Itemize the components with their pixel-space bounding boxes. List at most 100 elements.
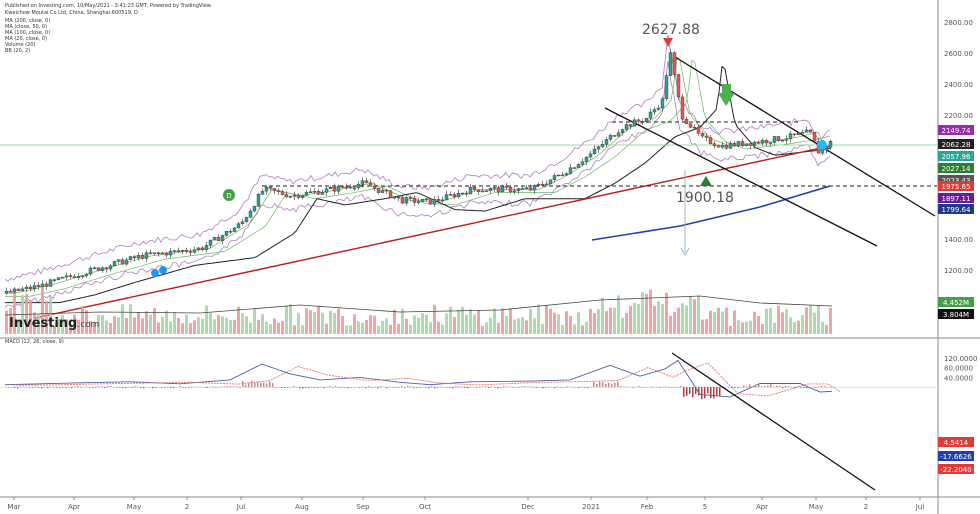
macd-histogram-bar (65, 387, 67, 388)
volume-bar (501, 308, 504, 334)
volume-bar (669, 315, 672, 334)
volume-bar (761, 324, 764, 334)
candle-body (804, 129, 809, 133)
candle-body (156, 252, 161, 254)
candle-body (508, 186, 513, 192)
macd-histogram-bar (776, 385, 778, 388)
candle-body (60, 276, 65, 279)
volume-bar (625, 313, 628, 334)
candle-body (336, 185, 341, 192)
volume-bar (681, 303, 684, 334)
candle-body (492, 187, 497, 189)
volume-bar (241, 313, 244, 334)
macd-histogram-bar (338, 387, 340, 388)
macd-histogram-bar (602, 381, 604, 388)
macd-histogram-bar (80, 387, 82, 388)
macd-histogram-bar (554, 387, 556, 388)
volume-bar (229, 320, 232, 334)
time-tick-label: May (809, 503, 823, 511)
macd-histogram-bar (74, 386, 76, 388)
time-tick-label: Oct (419, 503, 431, 511)
macd-histogram-bar (56, 387, 58, 388)
volume-bar (493, 308, 496, 334)
candle-body (356, 184, 361, 189)
macd-histogram-bar (686, 387, 688, 396)
volume-bar (441, 324, 444, 334)
macd-histogram-bar (749, 384, 751, 388)
candle-body (340, 185, 345, 188)
volume-bar (489, 317, 492, 334)
volume-bar (433, 304, 436, 334)
volume-badge-bg (938, 297, 974, 307)
macd-histogram-bar (176, 387, 178, 388)
candle-body (520, 188, 525, 190)
macd-histogram-bar (701, 387, 703, 400)
candle-body (536, 183, 541, 186)
candle-body (348, 186, 353, 189)
peak-arrow-icon (663, 38, 673, 47)
volume-bar (373, 315, 376, 334)
volume-bar (689, 296, 692, 334)
macd-histogram-bar (650, 386, 652, 388)
volume-bar (329, 310, 332, 334)
candle-body (568, 167, 573, 174)
macd-histogram-bar (422, 386, 424, 388)
volume-bar (193, 320, 196, 334)
macd-histogram-bar (272, 382, 274, 388)
macd-histogram-bar (476, 387, 478, 388)
ma50-line (5, 59, 831, 297)
price-badge-label: 1897.11 (942, 195, 971, 203)
volume-bar (389, 324, 392, 334)
candle-body (672, 52, 677, 75)
volume-bar (621, 317, 624, 334)
time-tick-label: Aug (295, 503, 309, 511)
projection-arrowhead (680, 247, 690, 257)
macd-histogram-bar (179, 385, 181, 388)
candle-body (308, 191, 313, 193)
candle-body (140, 255, 145, 259)
macd-histogram-bar (647, 386, 649, 388)
macd-histogram-bar (104, 387, 106, 389)
candle-body (132, 256, 137, 259)
candle-body (516, 188, 521, 192)
candle-body (452, 194, 457, 198)
candle-body (168, 250, 173, 256)
volume-bar (169, 321, 172, 334)
macd-histogram-bar (191, 386, 193, 388)
candle-body (588, 153, 593, 158)
macd-histogram-bar (155, 387, 157, 388)
candle-body (128, 256, 133, 261)
candle-body (524, 187, 529, 189)
macd-histogram-bar (698, 387, 700, 396)
time-tick-label: Feb (641, 503, 654, 511)
macd-histogram-bar (413, 387, 415, 388)
macd-histogram-bar (674, 387, 676, 388)
volume-bar (89, 321, 92, 334)
candle-body (628, 124, 633, 127)
low-price-annotation: 1900.18 (676, 190, 734, 206)
macd-histogram-bar (356, 387, 358, 388)
candle-body (92, 267, 97, 269)
time-tick-label: 2 (185, 503, 189, 511)
macd-histogram-bar (569, 386, 571, 388)
volume-bar (53, 325, 56, 334)
macd-histogram-bar (269, 381, 271, 388)
candle-body (80, 275, 85, 278)
candle-body (488, 188, 493, 191)
macd-histogram-bar (536, 387, 538, 388)
macd-histogram-bar (359, 387, 361, 388)
macd-histogram-bar (302, 387, 304, 389)
macd-histogram-bar (137, 386, 139, 388)
candle-body (164, 252, 169, 256)
channel-upper-line (674, 56, 936, 217)
macd-histogram-bar (827, 386, 829, 388)
volume-bar (293, 325, 296, 334)
price-badge: 1799.64 (938, 204, 974, 214)
volume-bar (321, 312, 324, 334)
candle-body (176, 250, 181, 252)
price-tick-label: 2200.00 (944, 112, 973, 120)
volume-bar (733, 310, 736, 334)
macd-histogram-bar (233, 386, 235, 388)
macd-histogram-bar (59, 387, 61, 388)
